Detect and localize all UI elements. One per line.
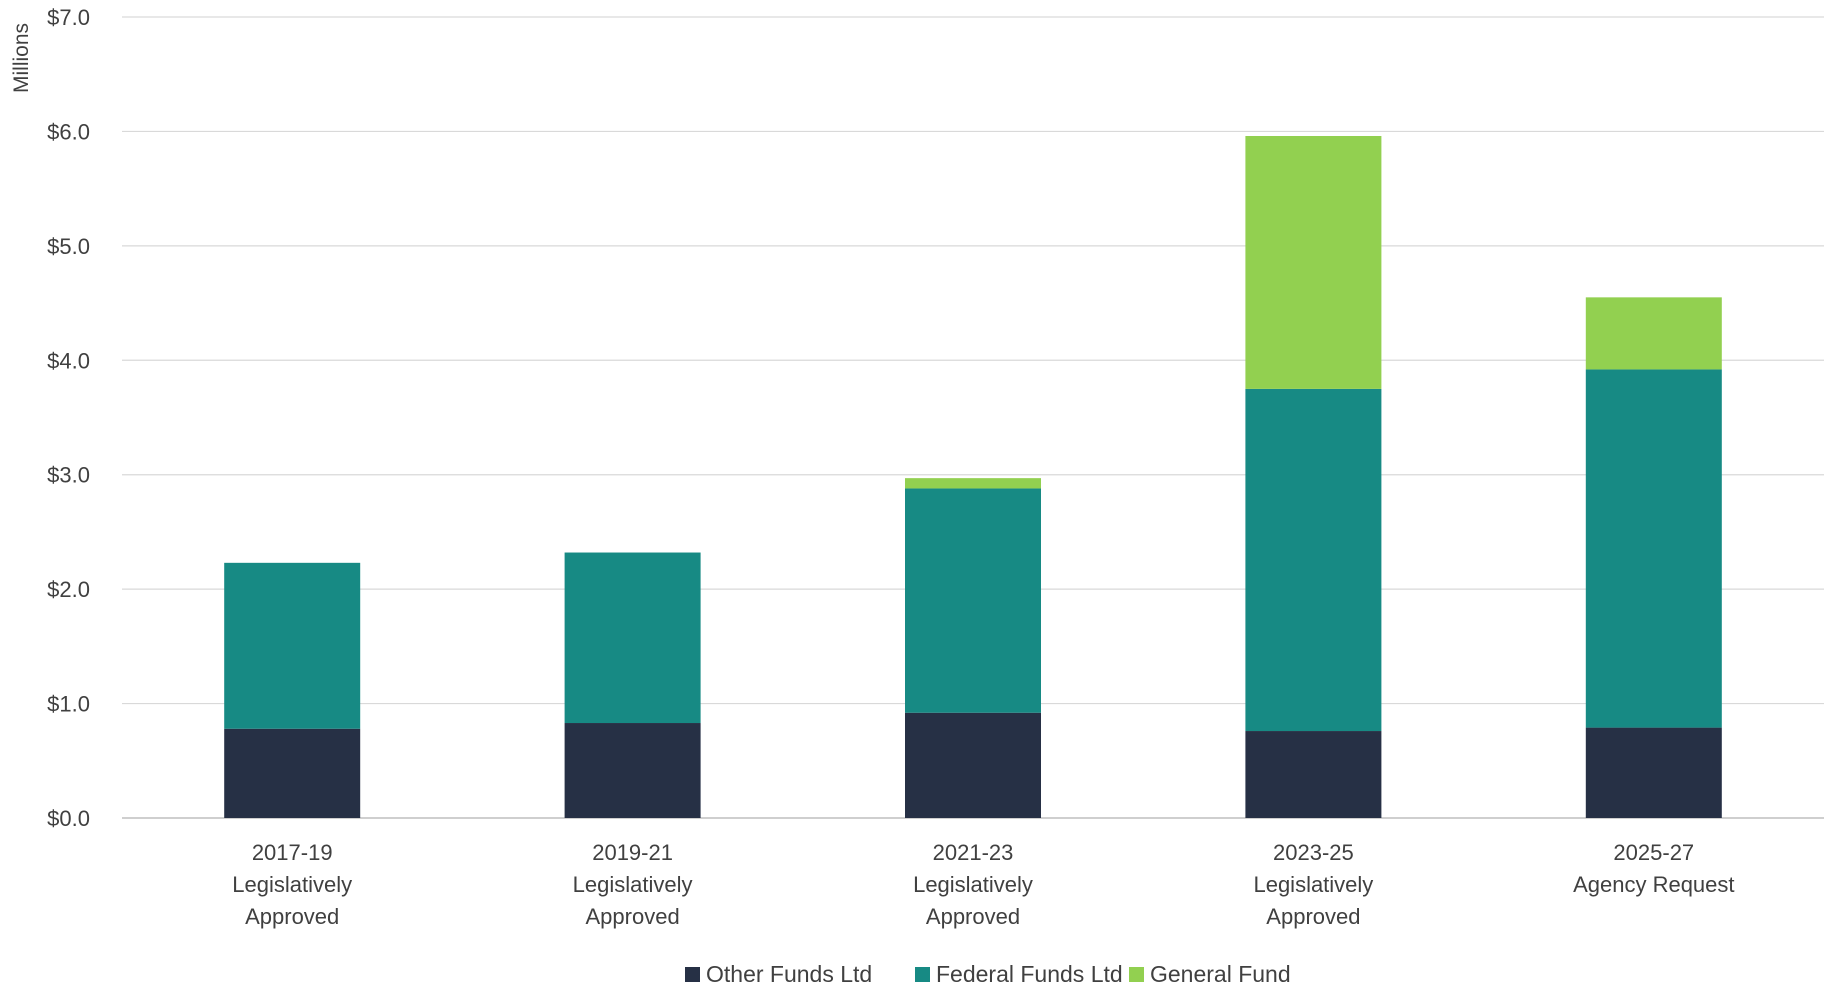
legend-item: Federal Funds Ltd — [915, 961, 1123, 987]
y-tick-label: $5.0 — [47, 234, 90, 259]
legend-label: Other Funds Ltd — [706, 961, 872, 987]
bar-segment — [224, 728, 361, 818]
bars — [224, 136, 1722, 818]
bar-segment — [905, 712, 1041, 818]
legend-label: General Fund — [1150, 961, 1291, 987]
gridlines — [122, 16, 1824, 819]
legend-swatch — [685, 967, 700, 982]
bar-segment — [1245, 731, 1382, 818]
bar-segment — [224, 562, 361, 729]
bar-segment — [1585, 297, 1722, 370]
y-tick-label: $0.0 — [47, 806, 90, 831]
x-axis-categories: 2017-19 Legislatively Approved 2019-21 Legis… — [232, 840, 1734, 929]
bar-segment — [905, 478, 1041, 489]
bar-segment — [1245, 136, 1382, 389]
x-category-label: 2023-25 Legislatively Approved — [1253, 840, 1373, 929]
legend-item: General Fund — [1129, 961, 1291, 987]
bar-segment — [564, 723, 701, 818]
bar-segment — [1245, 388, 1382, 732]
y-tick-label: $7.0 — [47, 5, 90, 30]
y-tick-label: $1.0 — [47, 692, 90, 717]
x-category-label: 2019-21 Legislatively Approved — [573, 840, 693, 929]
legend: Other Funds Ltd Federal Funds Ltd General … — [685, 961, 1291, 987]
y-tick-label: $4.0 — [47, 348, 90, 373]
x-category-label: 2021-23 Legislatively Approved — [913, 840, 1033, 929]
bar-segment — [905, 488, 1041, 713]
y-tick-label: $3.0 — [47, 463, 90, 488]
y-axis-title: Millions — [10, 23, 33, 93]
x-category-label: 2017-19 Legislatively Approved — [232, 840, 352, 929]
bar-segment — [1585, 369, 1722, 728]
y-tick-label: $6.0 — [47, 119, 90, 144]
legend-item: Other Funds Ltd — [685, 961, 872, 987]
bar-segment — [564, 552, 701, 724]
legend-swatch — [1129, 967, 1144, 982]
legend-label: Federal Funds Ltd — [936, 961, 1123, 987]
y-axis-ticks: $0.0 $1.0 $2.0 $3.0 $4.0 $5.0 $6.0 $7.0 — [47, 5, 90, 831]
legend-swatch — [915, 967, 930, 982]
x-category-label: 2025-27 Agency Request — [1573, 840, 1734, 897]
y-tick-label: $2.0 — [47, 577, 90, 602]
bar-segment — [1585, 727, 1722, 818]
